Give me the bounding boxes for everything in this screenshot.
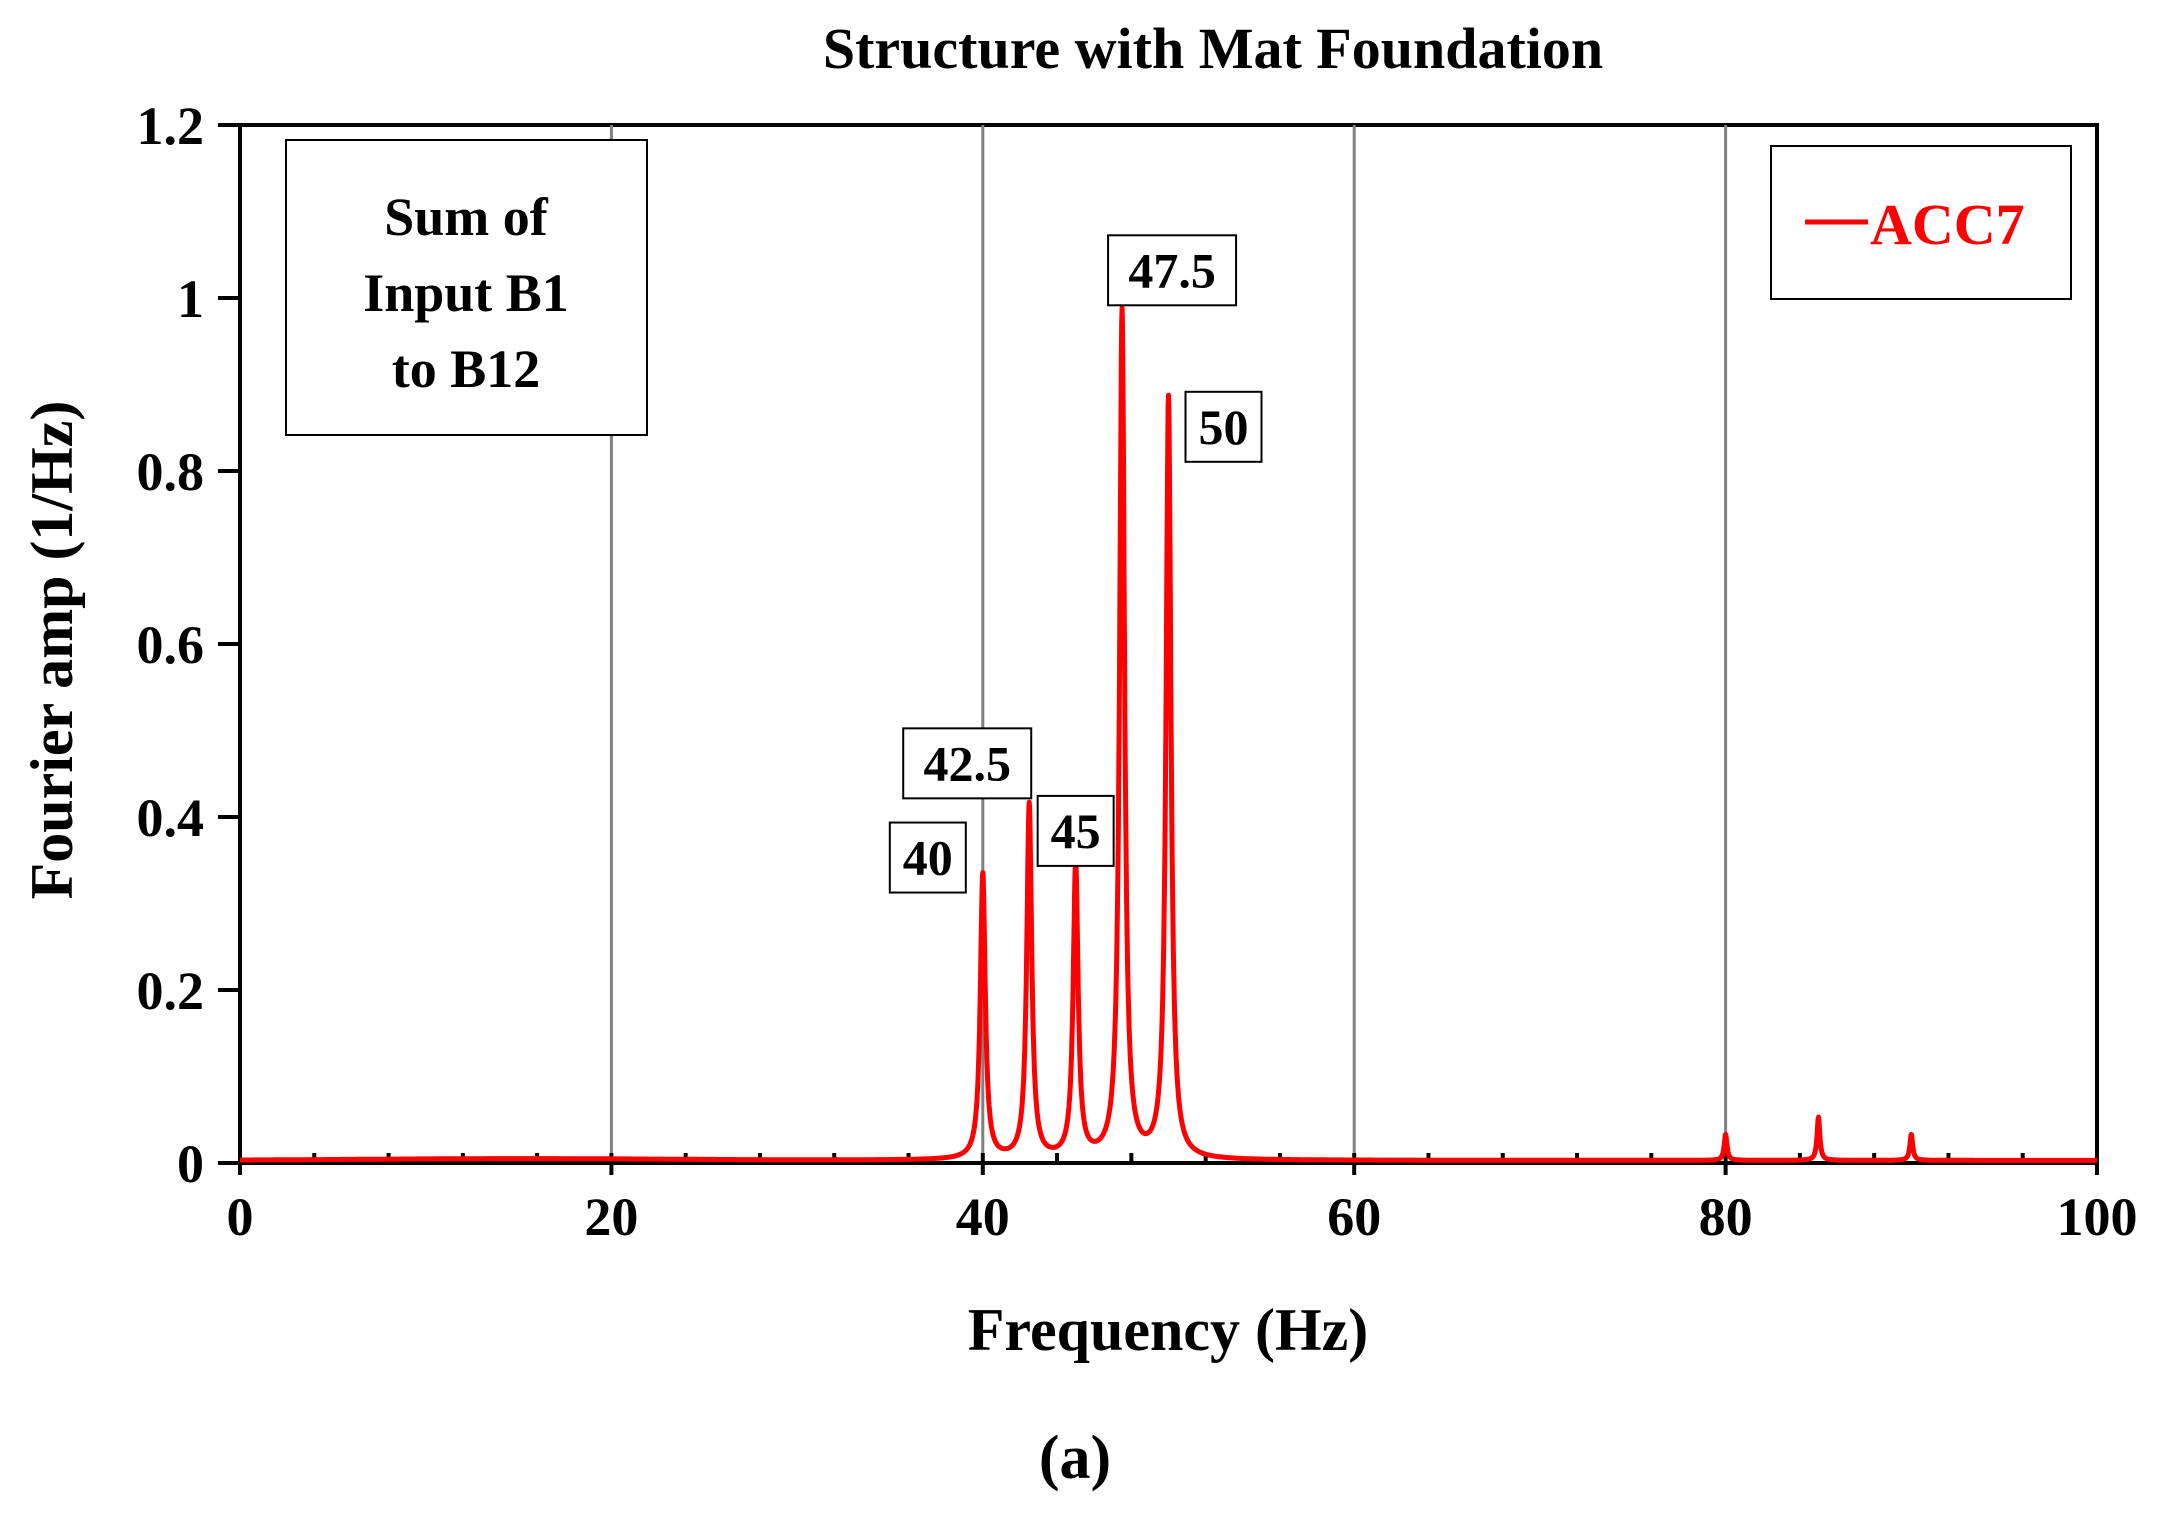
peak-label-4: 50 [1199, 399, 1249, 455]
note-line-3: to B12 [392, 339, 541, 399]
note-box-frame [285, 139, 648, 436]
peak-label-box-1 [902, 727, 1033, 800]
peak-label-box-0 [888, 821, 967, 894]
x-tick-label-1: 20 [584, 1187, 638, 1247]
series-layer [237, 305, 2100, 1163]
peak-label-box-4 [1184, 390, 1263, 463]
peak-annotations: 40 42.5 45 47.5 50 [888, 234, 1263, 894]
legend: ACC7 [1770, 145, 2072, 300]
peak-label-box-3 [1107, 234, 1238, 307]
x-tick-label-3: 60 [1327, 1187, 1381, 1247]
legend-label-acc7: ACC7 [1870, 192, 2025, 257]
y-tick-label-3: 0.6 [137, 615, 205, 675]
chart-title: Structure with Mat Foundation [823, 16, 1603, 81]
peak-label-1: 42.5 [923, 735, 1011, 791]
peak-label-box-2 [1036, 794, 1115, 867]
note-box: Sum of Input B1 to B12 [285, 139, 648, 436]
x-axis-label: Frequency (Hz) [968, 1297, 1368, 1363]
x-tick-label-0: 0 [227, 1187, 254, 1247]
y-tick-label-4: 0.8 [137, 442, 205, 502]
peak-label-3: 47.5 [1128, 242, 1216, 298]
x-tick-label-5: 100 [2057, 1187, 2138, 1247]
y-tick-label-1: 0.2 [137, 961, 205, 1021]
note-line-1: Sum of [384, 187, 549, 247]
x-tick-label-4: 80 [1699, 1187, 1753, 1247]
series-line-acc7 [237, 305, 2100, 1163]
peak-label-2: 45 [1051, 803, 1101, 859]
y-tick-label-5: 1 [177, 269, 204, 329]
note-line-2: Input B1 [363, 263, 569, 323]
figure-caption: (a) [1039, 1424, 1111, 1492]
x-tick-label-2: 40 [956, 1187, 1010, 1247]
y-tick-label-6: 1.2 [137, 96, 205, 156]
y-axis-label: Fourier amp (1/Hz) [19, 401, 85, 900]
y-tick-label-2: 0.4 [137, 788, 205, 848]
y-tick-label-0: 0 [177, 1134, 204, 1194]
peak-label-0: 40 [903, 830, 953, 886]
